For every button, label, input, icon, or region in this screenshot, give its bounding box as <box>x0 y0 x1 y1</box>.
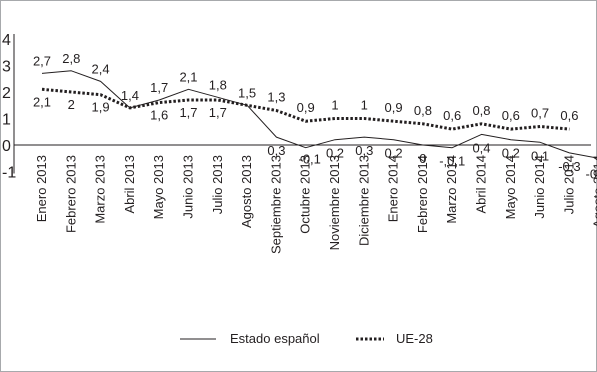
x-tick-label: Diciembre 2013 <box>356 155 371 246</box>
data-label: 1,7 <box>209 105 227 120</box>
x-tick-label: Febrero 2013 <box>63 155 78 233</box>
data-label: 1,5 <box>238 85 256 100</box>
data-label: 1,9 <box>92 100 110 115</box>
data-label: 0,2 <box>326 146 344 161</box>
x-tick-label: Septiembre 2013 <box>268 155 283 254</box>
x-tick-label: Febrero 2014 <box>415 155 430 233</box>
x-tick-label: Mayo 2014 <box>503 155 518 219</box>
data-label: 0 <box>419 151 426 166</box>
x-tick-label: Marzo 2013 <box>93 155 108 224</box>
data-label: 0,8 <box>414 103 432 118</box>
legend-label-ue-28: UE-28 <box>396 331 433 346</box>
y-tick-label: 1 <box>2 112 11 129</box>
data-label: 0,4 <box>472 140 490 155</box>
data-label: 1,3 <box>267 90 285 105</box>
data-label: 0,6 <box>443 108 461 123</box>
data-label: 2,1 <box>179 69 197 84</box>
data-label: 1,7 <box>179 105 197 120</box>
x-tick-label: Enero 2013 <box>34 155 49 222</box>
data-label: 0,8 <box>472 103 490 118</box>
x-tick-label: Julio 2013 <box>210 155 225 214</box>
data-label: 0,2 <box>502 146 520 161</box>
data-label: 0,9 <box>385 100 403 115</box>
data-label: 0,1 <box>531 148 549 163</box>
y-tick-label: 2 <box>2 85 11 102</box>
x-tick-label: Agosto 2013 <box>239 155 254 228</box>
data-label: 0,7 <box>531 105 549 120</box>
data-label: 0,9 <box>297 100 315 115</box>
data-label: 1,8 <box>209 77 227 92</box>
x-tick-label: Marzo 2014 <box>444 155 459 224</box>
data-label: 1,4 <box>121 88 139 103</box>
x-tick-label: Mayo 2013 <box>151 155 166 219</box>
x-tick-label: Octubre 2013 <box>298 155 313 234</box>
x-tick-label: Agosto 2014 <box>591 155 597 228</box>
legend-label-estado-espanol: Estado español <box>230 331 320 346</box>
x-tick-label: Junio 2014 <box>532 155 547 219</box>
data-label: 0,6 <box>502 108 520 123</box>
data-label: 0,6 <box>560 108 578 123</box>
data-label: 0,3 <box>267 143 285 158</box>
x-tick-label: Abril 2014 <box>474 155 489 214</box>
data-label: 1 <box>331 98 338 113</box>
x-tick-label: Abril 2013 <box>122 155 137 214</box>
data-label: 2 <box>68 97 75 112</box>
data-label: -0,5 <box>585 166 597 181</box>
y-tick-label: -1 <box>2 165 16 182</box>
x-tick-label: Julio 2014 <box>561 155 576 214</box>
series-line-ue-28 <box>41 87 570 131</box>
y-tick-label: 4 <box>2 32 11 49</box>
x-tick-label: Noviembre 2013 <box>327 155 342 250</box>
data-label: 0,3 <box>355 143 373 158</box>
x-tick-label: Junio 2013 <box>181 155 196 219</box>
x-tick-label: Enero 2014 <box>386 155 401 222</box>
data-label: -0,3 <box>558 159 580 174</box>
data-label: 2,8 <box>62 51 80 66</box>
data-label: 1,7 <box>150 80 168 95</box>
data-label: 2,4 <box>92 61 110 76</box>
data-label: 1 <box>361 98 368 113</box>
data-label: 1,6 <box>150 108 168 123</box>
y-tick-label: 0 <box>2 138 11 155</box>
data-label: 2,7 <box>33 53 51 68</box>
data-label: -0,1 <box>298 152 320 167</box>
data-label: 2,1 <box>33 94 51 109</box>
data-label: 0,2 <box>385 146 403 161</box>
y-tick-label: 3 <box>2 59 11 76</box>
data-label: -,0,1 <box>439 154 465 169</box>
